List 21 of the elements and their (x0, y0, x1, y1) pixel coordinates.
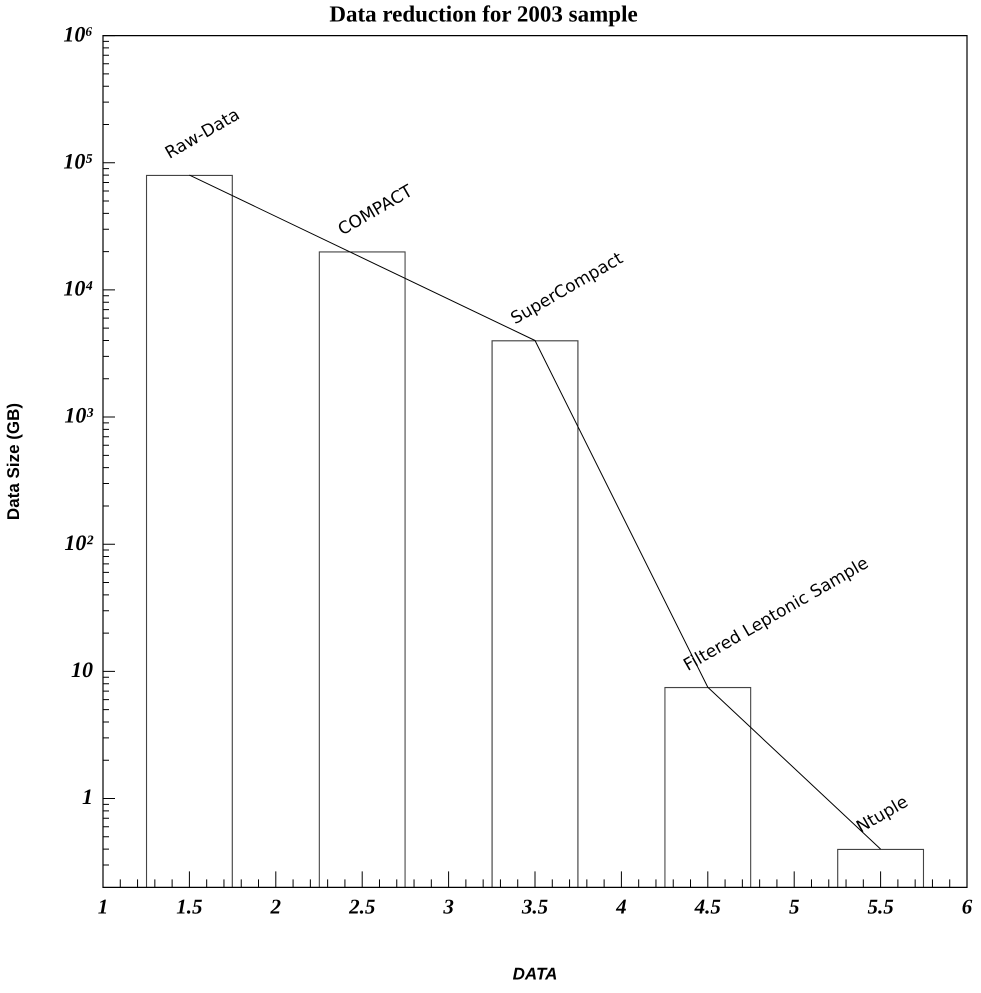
x-tick-label: 1.5 (176, 894, 203, 918)
x-tick-label: 4 (615, 894, 627, 918)
y-tick-label: 10⁵ (63, 148, 93, 174)
x-tick-label: 3 (442, 894, 454, 918)
y-tick-label: 10⁴ (63, 276, 93, 301)
x-tick-label: 4.5 (694, 894, 721, 918)
x-tick-label: 5 (788, 894, 800, 918)
y-tick-label: 10 (71, 657, 93, 682)
chart-title: Data reduction for 2003 sample (329, 2, 638, 27)
y-tick-label: 1 (82, 784, 93, 810)
y-tick-label: 10⁶ (63, 21, 93, 46)
x-tick-label: 1 (98, 894, 108, 918)
y-tick-label: 10² (64, 530, 94, 555)
x-axis-title: DATA (512, 964, 558, 984)
x-tick-label: 5.5 (867, 894, 894, 918)
y-axis-title: Data Size (GB) (4, 402, 23, 520)
x-tick-label: 2 (270, 894, 282, 918)
x-tick-label: 3.5 (520, 894, 548, 918)
x-tick-label: 6 (962, 894, 973, 918)
y-tick-label: 10³ (64, 402, 94, 428)
x-tick-label: 2.5 (348, 894, 376, 918)
